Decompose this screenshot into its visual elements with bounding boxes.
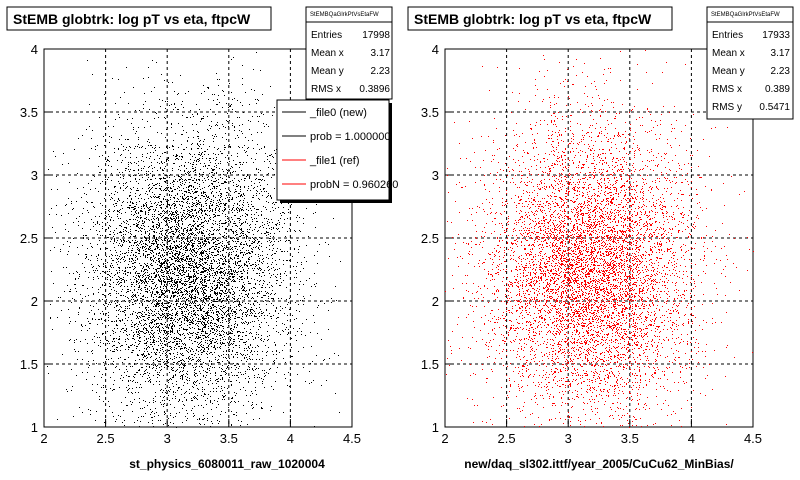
right-stats-header: StEMBQaGlrkPtVsEtaFW bbox=[711, 12, 780, 18]
right-panel: 2 2.5 3 3.5 4 4.5 1 1.5 2 2.5 3 3.5 4 StEMB globtrk:… bbox=[407, 6, 794, 471]
right-x-tick-label: 4.5 bbox=[744, 431, 762, 446]
right-stats-label: Entries bbox=[712, 30, 743, 41]
left-stats-value: 2.23 bbox=[371, 66, 391, 77]
legend-label-file1: _file1 (ref) bbox=[309, 155, 360, 167]
left-x-tick-label: 2 bbox=[40, 431, 47, 446]
left-y-tick-label: 1.5 bbox=[20, 357, 38, 372]
right-x-tick-label: 3.5 bbox=[621, 431, 639, 446]
left-stats-label: Mean x bbox=[311, 48, 344, 59]
left-stats-value: 0.3896 bbox=[359, 84, 390, 95]
left-scatter-marks bbox=[47, 52, 347, 428]
left-y-tick-label: 1 bbox=[31, 420, 38, 435]
right-y-tick-label: 1 bbox=[432, 420, 439, 435]
left-x-tick-label: 3 bbox=[164, 431, 171, 446]
left-stats-label: RMS x bbox=[311, 84, 341, 95]
right-stats-box bbox=[706, 6, 794, 120]
left-x-tick-label: 3.5 bbox=[220, 431, 238, 446]
right-y-tick-label: 1.5 bbox=[421, 357, 439, 372]
right-y-tick-label: 2.5 bbox=[421, 231, 439, 246]
left-x-axis-label: st_physics_6080011_raw_1020004 bbox=[129, 457, 325, 471]
right-stats-label: Mean y bbox=[712, 66, 745, 77]
left-y-tick-label: 4 bbox=[31, 42, 38, 57]
right-x-tick-label: 4 bbox=[688, 431, 695, 446]
right-stats-value: 3.17 bbox=[771, 48, 791, 59]
legend-label-prob: prob = 1.000000 bbox=[310, 131, 390, 143]
left-stats-label: Entries bbox=[311, 30, 342, 41]
legend-box bbox=[276, 99, 390, 201]
right-stats-value: 0.5471 bbox=[759, 102, 790, 113]
right-y-tick-label: 4 bbox=[432, 42, 439, 57]
left-tick-labels: 2 2.5 3 3.5 4 4.5 1 1.5 2 2.5 3 3.5 4 bbox=[20, 42, 361, 446]
right-x-tick-label: 3 bbox=[565, 431, 572, 446]
left-stats-value: 3.17 bbox=[371, 48, 391, 59]
right-x-axis-label: new/daq_sl302.ittf/year_2005/CuCu62_MinB… bbox=[464, 457, 734, 471]
left-panel: 2 2.5 3 3.5 4 4.5 1 1.5 2 2.5 3 3.5 4 StEMB globtrk:… bbox=[6, 6, 398, 471]
legend-label-probN: probN = 0.960260 bbox=[310, 179, 398, 191]
left-y-tick-label: 2 bbox=[31, 294, 38, 309]
right-stats-label: RMS x bbox=[712, 84, 742, 95]
right-tick-labels: 2 2.5 3 3.5 4 4.5 1 1.5 2 2.5 3 3.5 4 bbox=[421, 42, 762, 446]
left-title-box bbox=[6, 6, 272, 31]
legend-label-file0: _file0 (new) bbox=[309, 107, 367, 119]
right-x-tick-label: 2.5 bbox=[498, 431, 516, 446]
left-x-tick-label: 2.5 bbox=[97, 431, 115, 446]
right-title-box bbox=[407, 6, 673, 31]
left-chart-title: StEMB globtrk: log pT vs eta, ftpcW bbox=[13, 11, 251, 27]
right-stats-value: 0.389 bbox=[765, 84, 790, 95]
right-x-tick-label: 2 bbox=[441, 431, 448, 446]
left-y-tick-label: 2.5 bbox=[20, 231, 38, 246]
left-scatter-points bbox=[47, 52, 347, 428]
left-stats-value: 17998 bbox=[362, 30, 390, 41]
right-y-tick-label: 2 bbox=[432, 294, 439, 309]
left-stats-header: StEMBQaGlrkPtVsEtaFW bbox=[310, 12, 379, 18]
left-x-tick-label: 4 bbox=[287, 431, 294, 446]
right-stats-label: RMS y bbox=[712, 102, 742, 113]
right-y-tick-label: 3.5 bbox=[421, 105, 439, 120]
right-chart-title: StEMB globtrk: log pT vs eta, ftpcW bbox=[414, 11, 652, 27]
left-x-tick-label: 4.5 bbox=[343, 431, 361, 446]
left-y-tick-label: 3.5 bbox=[20, 105, 38, 120]
right-y-tick-label: 3 bbox=[432, 168, 439, 183]
left-y-tick-label: 3 bbox=[31, 168, 38, 183]
left-stats-label: Mean y bbox=[311, 66, 344, 77]
right-stats-value: 17933 bbox=[762, 30, 790, 41]
right-stats-value: 2.23 bbox=[771, 66, 791, 77]
right-stats-label: Mean x bbox=[712, 48, 745, 59]
